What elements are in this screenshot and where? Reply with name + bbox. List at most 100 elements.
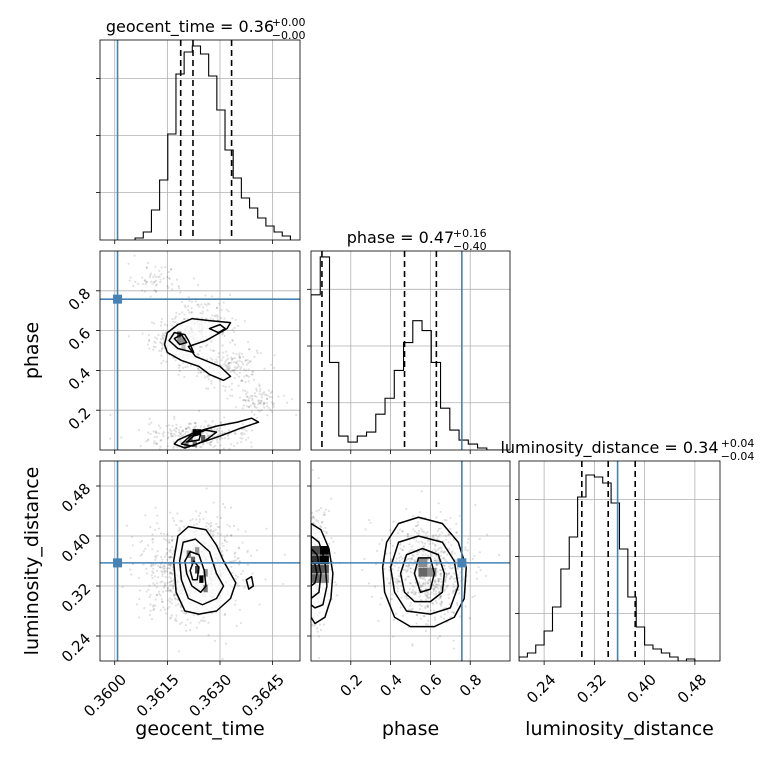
sample-point: [207, 378, 210, 381]
sample-point: [189, 519, 192, 522]
sample-point: [398, 528, 402, 531]
sample-point: [305, 538, 307, 540]
sample-point: [247, 399, 250, 402]
sample-point: [421, 584, 424, 587]
sample-point: [152, 281, 156, 284]
sample-point: [205, 430, 208, 433]
sample-point: [160, 600, 164, 603]
sample-point: [307, 572, 309, 574]
sample-point: [443, 590, 446, 593]
sample-point: [422, 530, 425, 534]
sample-point: [414, 581, 417, 584]
sample-point: [440, 602, 443, 605]
sample-point: [485, 574, 488, 578]
sample-point: [325, 532, 328, 535]
sample-point: [168, 597, 172, 600]
sample-point: [322, 513, 325, 516]
sample-point: [388, 529, 391, 532]
sample-point: [449, 527, 452, 530]
sample-point: [304, 578, 306, 580]
sample-point: [163, 555, 167, 558]
sample-point: [149, 274, 152, 277]
sample-point: [263, 367, 266, 370]
sample-point: [436, 563, 439, 566]
sample-point: [233, 369, 236, 372]
sample-point: [223, 536, 226, 539]
sample-point: [307, 609, 309, 611]
sample-point: [221, 550, 224, 553]
sample-point: [404, 577, 407, 581]
density-cell: [177, 331, 182, 338]
sample-point: [188, 311, 191, 314]
sample-point: [445, 574, 448, 577]
sample-point: [190, 306, 193, 310]
sample-point: [226, 357, 229, 360]
sample-point: [308, 583, 310, 585]
sample-point: [449, 567, 452, 570]
sample-point: [209, 348, 212, 351]
panel-frame: [99, 39, 301, 241]
sample-point: [434, 599, 437, 603]
sample-point: [253, 402, 256, 406]
sample-point: [155, 431, 158, 434]
sample-point: [184, 428, 188, 431]
sample-point: [450, 575, 453, 578]
tick-label-x-phase: 0.6: [416, 671, 446, 701]
sample-point: [327, 509, 330, 513]
sample-point: [386, 577, 389, 580]
sample-point: [174, 619, 177, 622]
sample-point: [148, 417, 151, 420]
sample-point: [232, 357, 235, 360]
sample-point: [250, 441, 253, 444]
sample-point: [169, 555, 172, 559]
sample-point: [305, 549, 307, 551]
sample-point: [170, 434, 174, 437]
sample-point: [171, 320, 174, 323]
sample-point: [184, 612, 188, 615]
sample-point: [155, 275, 158, 279]
sample-point: [445, 584, 448, 588]
sample-point: [209, 532, 212, 535]
sample-point: [230, 358, 234, 361]
sample-point: [193, 437, 196, 440]
sample-point: [169, 589, 173, 592]
sample-point: [184, 624, 188, 627]
sample-point: [168, 567, 172, 570]
sample-point: [261, 451, 263, 453]
sample-point: [445, 553, 449, 556]
sample-point: [193, 425, 196, 429]
sample-point: [180, 431, 183, 434]
sample-point: [440, 600, 443, 604]
sample-point: [374, 563, 378, 566]
sample-point: [155, 586, 158, 589]
sample-point: [433, 559, 436, 562]
sample-point: [161, 347, 164, 350]
sample-point: [247, 375, 251, 378]
sample-point: [417, 550, 421, 553]
sample-point: [237, 324, 240, 327]
sample-point: [308, 573, 310, 575]
sample-point: [145, 280, 149, 284]
sample-point: [169, 580, 173, 583]
sample-point: [190, 311, 193, 314]
sample-point: [241, 407, 244, 410]
sample-point: [170, 577, 173, 580]
sample-point: [422, 550, 425, 553]
sample-point: [163, 323, 166, 326]
sample-point: [431, 542, 434, 545]
sample-point: [227, 310, 230, 313]
sample-point: [233, 555, 236, 558]
sample-point: [438, 568, 442, 572]
sample-point: [412, 528, 415, 531]
sample-point: [175, 614, 178, 617]
sample-point: [216, 306, 219, 309]
panels-layer: [96, 39, 721, 665]
sample-point: [198, 520, 201, 523]
sample-point: [160, 556, 163, 559]
sample-point: [193, 524, 196, 527]
sample-point: [205, 522, 209, 525]
density-cell: [418, 567, 428, 577]
sample-point: [434, 534, 438, 537]
sample-point: [432, 584, 435, 587]
